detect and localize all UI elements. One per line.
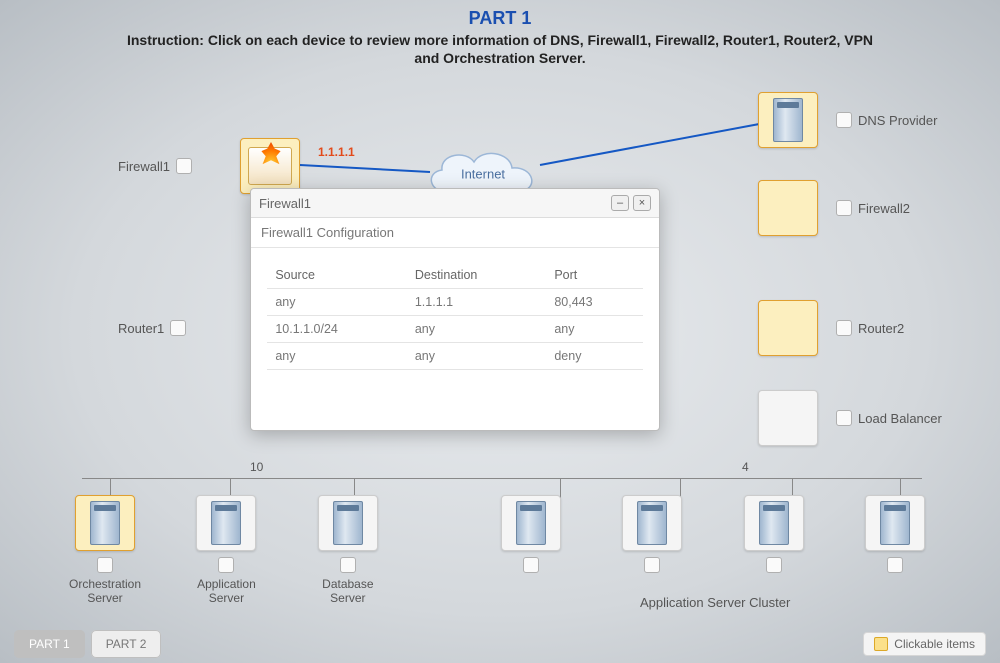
cluster-label: Application Server Cluster <box>640 595 790 610</box>
label-router1: Router1 <box>118 321 164 336</box>
label-db_server: Database Server <box>303 577 393 606</box>
bottom-device-row: Orchestration Server Application Server Da… <box>60 495 940 606</box>
page-title: PART 1 <box>0 0 1000 29</box>
device-firewall1[interactable] <box>240 138 300 194</box>
device-config-popup: Firewall1 – × Firewall1 Configuration So… <box>250 188 660 431</box>
label-orchestration: Orchestration Server <box>60 577 150 606</box>
checkbox-firewall1[interactable] <box>176 158 192 174</box>
table-cell: any <box>407 343 547 370</box>
segment-label: 4 <box>742 460 749 474</box>
device-app_server[interactable] <box>196 495 256 551</box>
table-cell: any <box>267 343 407 370</box>
label-router2: Router2 <box>858 321 904 336</box>
table-cell: 10.1.1.0/24 <box>267 316 407 343</box>
checkbox-firewall2[interactable] <box>836 200 852 216</box>
device-db_server[interactable] <box>318 495 378 551</box>
checkbox-db_server[interactable] <box>340 557 356 573</box>
table-cell: deny <box>546 343 642 370</box>
label-dns: DNS Provider <box>858 113 937 128</box>
legend-clickable: Clickable items <box>863 632 986 656</box>
checkbox-cluster1[interactable] <box>523 557 539 573</box>
checkbox-cluster4[interactable] <box>887 557 903 573</box>
table-cell: 80,443 <box>546 289 642 316</box>
popup-minimize-button[interactable]: – <box>611 195 629 211</box>
checkbox-cluster3[interactable] <box>766 557 782 573</box>
label-firewall2: Firewall2 <box>858 201 910 216</box>
ip-label: 1.1.1.1 <box>318 145 355 159</box>
popup-close-button[interactable]: × <box>633 195 651 211</box>
device-cluster3[interactable] <box>744 495 804 551</box>
firewall-rules-table: SourceDestinationPort any1.1.1.180,44310… <box>267 262 642 370</box>
table-cell: any <box>407 316 547 343</box>
label-firewall1: Firewall1 <box>118 159 170 174</box>
checkbox-load_balancer[interactable] <box>836 410 852 426</box>
checkbox-orchestration[interactable] <box>97 557 113 573</box>
legend-label: Clickable items <box>894 637 975 651</box>
table-cell: any <box>267 289 407 316</box>
instruction-text: Instruction: Click on each device to rev… <box>0 29 1000 67</box>
device-cluster1[interactable] <box>501 495 561 551</box>
cloud-label: Internet <box>461 167 505 182</box>
tab-part-1[interactable]: PART 1 <box>14 630 85 658</box>
footer-bar: PART 1PART 2 Clickable items <box>0 625 1000 663</box>
device-firewall2[interactable] <box>758 180 818 236</box>
device-orchestration[interactable] <box>75 495 135 551</box>
table-row: anyanydeny <box>267 343 642 370</box>
checkbox-cluster2[interactable] <box>644 557 660 573</box>
device-cluster4[interactable] <box>865 495 925 551</box>
tab-part-2[interactable]: PART 2 <box>91 630 162 658</box>
checkbox-router1[interactable] <box>170 320 186 336</box>
popup-subtitle: Firewall1 Configuration <box>251 218 659 248</box>
table-header: Source <box>267 262 407 289</box>
part-tabs: PART 1PART 2 <box>14 635 167 653</box>
table-row: 10.1.1.0/24anyany <box>267 316 642 343</box>
segment-label: 10 <box>250 460 263 474</box>
checkbox-router2[interactable] <box>836 320 852 336</box>
checkbox-dns[interactable] <box>836 112 852 128</box>
table-cell: any <box>546 316 642 343</box>
table-cell: 1.1.1.1 <box>407 289 547 316</box>
table-row: any1.1.1.180,443 <box>267 289 642 316</box>
label-app_server: Application Server <box>181 577 271 606</box>
device-dns[interactable] <box>758 92 818 148</box>
checkbox-app_server[interactable] <box>218 557 234 573</box>
table-header: Port <box>546 262 642 289</box>
legend-swatch <box>874 637 888 651</box>
device-router2[interactable] <box>758 300 818 356</box>
device-cluster2[interactable] <box>622 495 682 551</box>
device-load_balancer[interactable] <box>758 390 818 446</box>
table-header: Destination <box>407 262 547 289</box>
popup-title: Firewall1 <box>259 196 311 211</box>
label-load_balancer: Load Balancer <box>858 411 942 426</box>
